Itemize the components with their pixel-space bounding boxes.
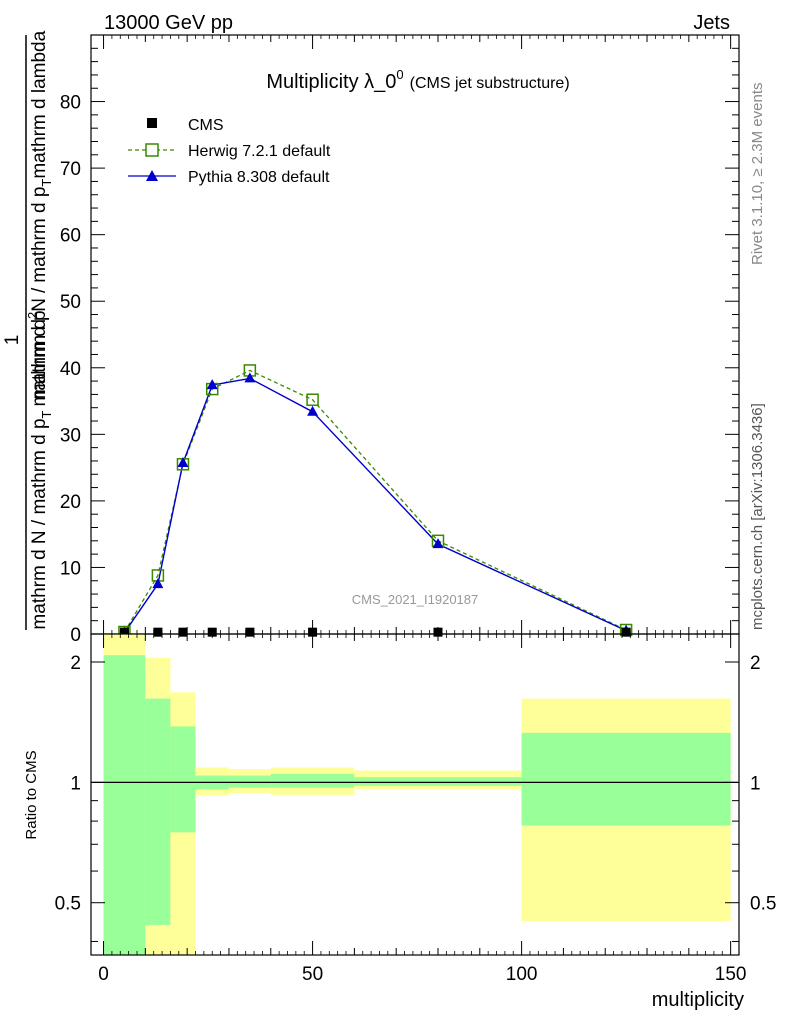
legend-label-cms: CMS [188,117,224,134]
ratio-green-band-5 [270,773,355,788]
x-tick-label: 100 [506,964,538,985]
legend-label-pythia: Pythia 8.308 default [188,169,330,186]
y-tick-label: 20 [60,492,81,513]
pythia-point [307,405,319,416]
ratio-green-band-0 [103,655,146,955]
ratio-green-band-2 [170,726,196,833]
main-panel: 0 10 20 30 40 50 60 70 80 [60,34,740,646]
pythia-line [123,377,627,634]
y-tick-label: 70 [60,159,81,180]
y-tick-label: 60 [60,226,81,247]
cms-point [621,627,631,637]
ratio-green-band-7 [521,732,731,826]
header-right: Jets [693,12,730,34]
cms-point [119,627,129,637]
legend-marker-herwig [145,143,159,157]
legend-marker-pythia [146,170,158,181]
ratio-y-tick-label: 1 [70,773,81,794]
ratio-y-tick-label-right: 2 [750,653,761,674]
chart-title-group: Multiplicity λ_00 (CMS jet substructure) [266,67,569,93]
ratio-y-tick-label: 0.5 [55,894,81,915]
ylabel-top-line: mathrm d2N/mathrm d pTmathrm d lambda [25,30,54,399]
pythia-point [152,578,164,589]
herwig-line [123,369,627,633]
ratio-y-tick-label-right: 0.5 [750,894,776,915]
cms-point [308,627,318,637]
watermark: CMS_2021_I1920187 [352,592,479,607]
legend-marker-cms [147,118,157,128]
cms-point [178,627,188,637]
pythia-point [206,379,218,390]
chart-subtitle: (CMS jet substructure) [410,75,570,92]
y-tick-label: 50 [60,292,81,313]
herwig-point [306,393,319,406]
ratio-frame [90,633,740,956]
ratio-ylabel: Ratio to CMS [23,750,40,839]
rivet-label: Rivet 3.1.10, ≥ 2.3M events [749,83,766,266]
y-tick-label: 10 [60,558,81,579]
mcplots-label: mcplots.cern.ch [arXiv:1306.3436] [749,403,766,630]
ylabel-denominator: mathrm d N / mathrm d pTmathrm d p [29,310,54,629]
legend: CMS Herwig 7.2.1 default Pythia 8.308 de… [128,117,331,186]
x-tick-label: 150 [715,964,747,985]
cms-point [433,627,443,637]
chart-title-sup: 0 [396,67,403,82]
ratio-green-band-6 [354,777,522,786]
header-left: 13000 GeV pp [104,12,233,34]
legend-label-herwig: Herwig 7.2.1 default [188,143,331,160]
y-tick-label: 80 [60,93,81,114]
ratio-panel: 0 50 100 150 0.5 0.5 1 1 2 2 [55,633,776,985]
cms-point [153,627,163,637]
x-tick-label: 0 [98,964,109,985]
y-axis-label: 1 mathrm d2N/mathrm d pTmathrm d lambda … [2,30,54,630]
y-tick-label: 40 [60,359,81,380]
pythia-point [432,538,444,549]
ratio-y-tick-label-right: 1 [750,773,761,794]
cms-point [245,627,255,637]
pythia-point [244,372,256,383]
y-tick-label: 30 [60,425,81,446]
x-tick-label: 50 [302,964,323,985]
ratio-y-tick-label: 2 [70,653,81,674]
x-axis-label: multiplicity [652,989,744,1011]
cms-point [207,627,217,637]
ylabel-numerator: 1 [2,335,23,346]
y-tick-label: 0 [70,625,81,646]
ratio-green-band-4 [228,775,271,788]
chart-title: Multiplicity λ_0 [266,71,396,93]
pythia-point [177,456,189,467]
ratio-green-band-1 [145,698,171,925]
